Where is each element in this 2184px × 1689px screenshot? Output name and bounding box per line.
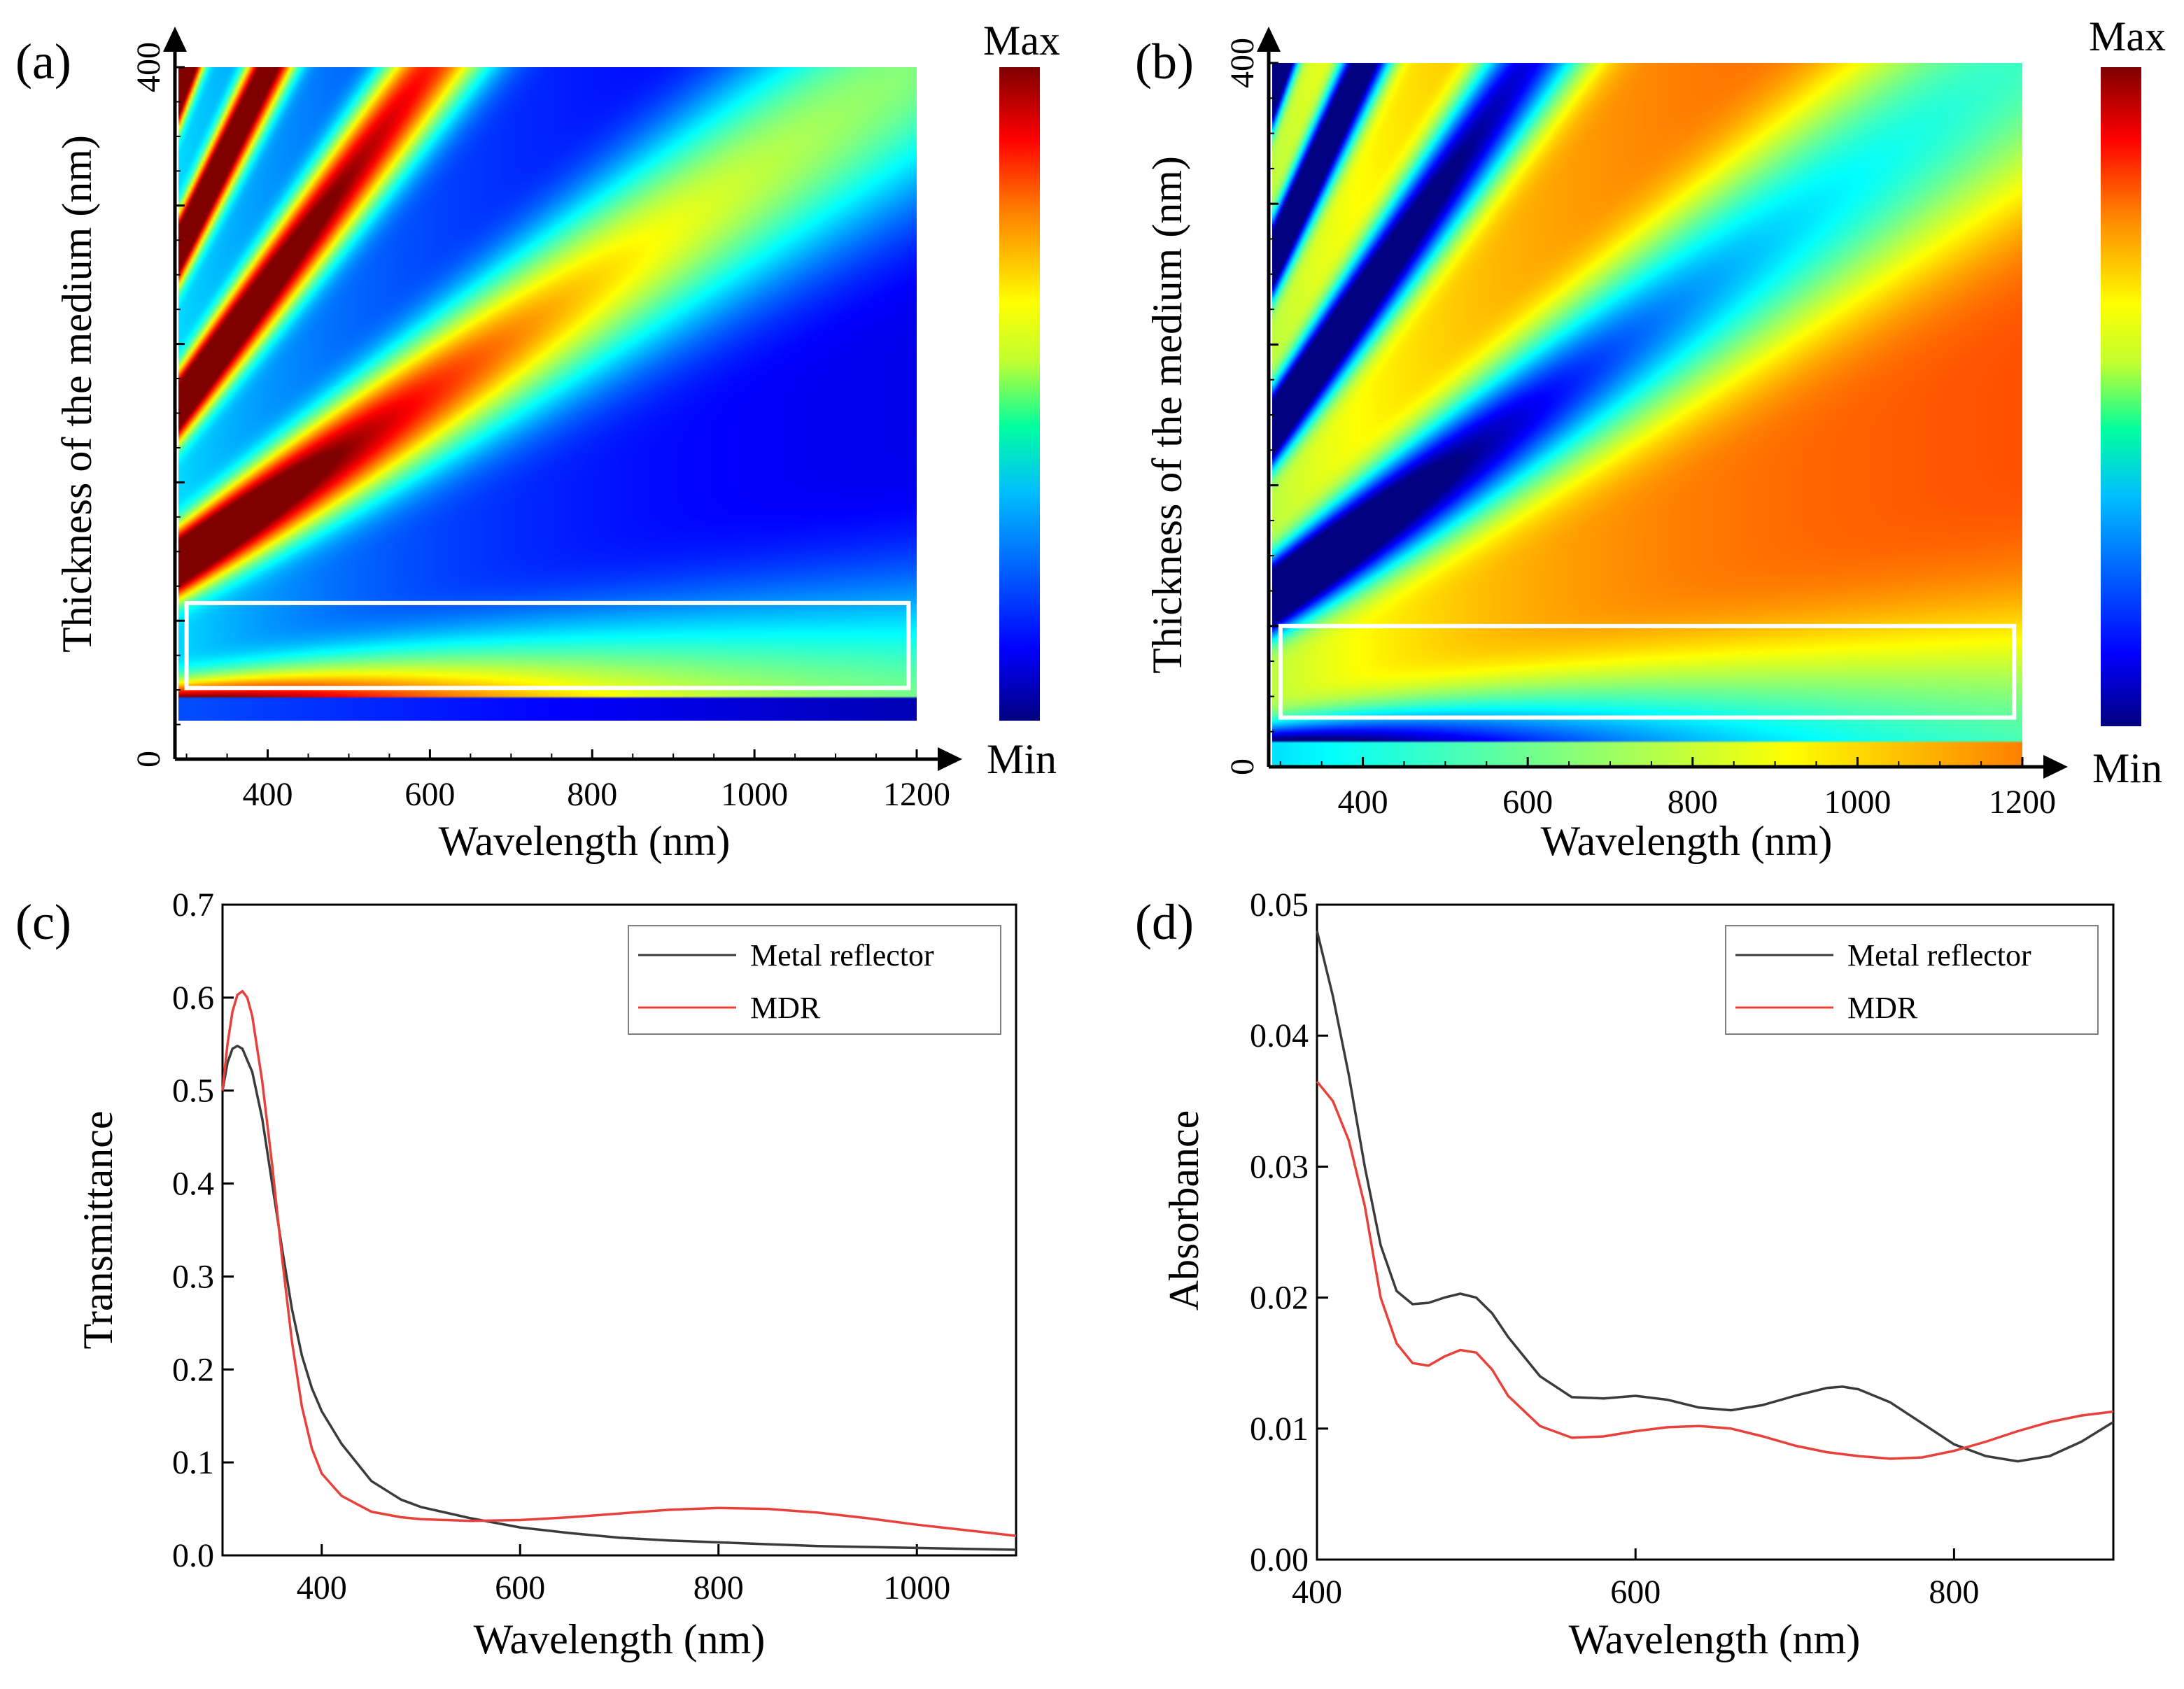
colorbar-gradient-b — [2101, 67, 2141, 726]
x-axis-title-d: Wavelength (nm) — [1569, 1616, 1861, 1662]
panel-a: (a) 400 600 800 1000 1200 Wavelength (nm) 04… — [15, 17, 1060, 864]
y-axis-title-d: Absorbance — [1161, 1110, 1207, 1311]
colorbar-min-label-b: Min — [2092, 745, 2162, 791]
y-tick-label: 0.4 — [172, 1166, 214, 1203]
y-tick-label: 0.0 — [172, 1537, 214, 1574]
colorbar-a: Max Min — [983, 17, 1060, 782]
legend-c: Metal reflector MDR — [628, 925, 1001, 1035]
x-axis-title-a: Wavelength (nm) — [439, 818, 731, 864]
panel-c: (c) 400 600 800 1000 0.0 0.1 0.2 0.3 0.4 0.5 0.6 0.… — [15, 886, 1017, 1662]
plot-frame-d — [1316, 903, 2115, 1561]
series-line-metal-reflector — [221, 1045, 1017, 1551]
y-axis-b: 0 400 Thickness of the medium (nm) — [1144, 27, 1281, 775]
legend-label-metal-c: Metal reflector — [750, 938, 934, 973]
x-tick-label: 800 — [1929, 1574, 1979, 1611]
y-axis-arrow-b — [1257, 27, 1281, 52]
legend-box-d — [1725, 925, 2099, 1035]
legend-label-metal-d: Metal reflector — [1847, 938, 2031, 973]
y-tick-label: 0.05 — [1250, 886, 1309, 924]
x-tick-label: 600 — [404, 776, 455, 813]
x-axis-title-c: Wavelength (nm) — [474, 1616, 766, 1662]
highlight-box-b — [1278, 623, 2017, 720]
y-ticks-a: 0 400 — [130, 42, 185, 768]
y-tick-label: 0 — [130, 751, 167, 768]
y-axis-a: 0 400 Thickness of the medium (nm) — [54, 27, 187, 768]
x-axis-arrow-b — [2043, 755, 2068, 779]
series-d — [1316, 930, 2114, 1463]
heatmap-image-a — [178, 67, 917, 721]
legend-box-c — [628, 925, 1001, 1035]
panel-label-a: (a) — [15, 34, 71, 90]
y-tick-label: 0.02 — [1250, 1280, 1309, 1317]
series-line-mdr — [221, 989, 1017, 1537]
y-tick-label: 400 — [1224, 38, 1261, 88]
x-tick-label: 1200 — [883, 776, 950, 813]
y-axis-title-b: Thickness of the medium (nm) — [1144, 156, 1190, 674]
x-tick-label: 600 — [1610, 1574, 1661, 1611]
y-tick-label: 400 — [130, 42, 167, 92]
x-tick-label: 800 — [1668, 784, 1718, 821]
heatmap-image-b — [1272, 63, 2022, 767]
y-ticks-b: 0 400 — [1224, 38, 1278, 775]
legend-d: Metal reflector MDR — [1725, 925, 2099, 1035]
y-axis-title-a: Thickness of the medium (nm) — [54, 135, 100, 653]
legend-label-mdr-c: MDR — [750, 991, 821, 1025]
ticks-d: 400 600 800 0.00 0.01 0.02 0.03 0.04 0.05 — [1250, 886, 1979, 1611]
x-ticks-b: 400 600 800 1000 1200 — [1279, 757, 2056, 821]
panel-label-b: (b) — [1135, 34, 1194, 90]
panel-d: (d) 400 600 800 0.00 0.01 0.02 0.03 0.04 0.05 Wa… — [1135, 886, 2115, 1662]
highlight-box-a — [184, 600, 911, 691]
x-axis-title-b: Wavelength (nm) — [1541, 818, 1833, 864]
colorbar-max-label-a: Max — [983, 17, 1060, 64]
colorbar-b: Max Min — [2089, 13, 2166, 791]
series-c — [221, 989, 1017, 1551]
x-ticks-a: 400 600 800 1000 1200 — [185, 749, 950, 813]
y-tick-label: 0.03 — [1250, 1148, 1309, 1185]
y-tick-label: 0.01 — [1250, 1411, 1309, 1448]
y-tick-label: 0 — [1224, 758, 1261, 775]
y-axis-arrow-a — [163, 27, 187, 52]
x-axis-a: 400 600 800 1000 1200 Wavelength (nm) — [175, 747, 962, 864]
x-tick-label: 800 — [567, 776, 617, 813]
y-tick-label: 0.2 — [172, 1351, 214, 1388]
series-line-mdr — [1316, 1080, 2114, 1460]
ticks-c: 400 600 800 1000 0.0 0.1 0.2 0.3 0.4 0.5 0.6 0.7 — [172, 886, 950, 1606]
y-tick-label: 0.3 — [172, 1258, 214, 1295]
x-tick-label: 800 — [693, 1569, 744, 1606]
y-tick-label: 0.5 — [172, 1073, 214, 1110]
plot-frame-c — [221, 903, 1017, 1557]
panel-label-c: (c) — [15, 894, 71, 950]
x-tick-label: 600 — [495, 1569, 545, 1606]
x-tick-label: 400 — [297, 1569, 347, 1606]
y-tick-label: 0.7 — [172, 886, 214, 924]
y-tick-label: 0.6 — [172, 980, 214, 1017]
x-axis-b: 400 600 800 1000 1200 Wavelength (nm) — [1269, 755, 2068, 864]
x-tick-label: 1200 — [1989, 784, 2056, 821]
y-tick-label: 0.1 — [172, 1444, 214, 1481]
y-axis-title-c: Transmittance — [75, 1110, 121, 1349]
colorbar-gradient-a — [999, 67, 1040, 721]
x-tick-label: 1000 — [721, 776, 788, 813]
x-tick-label: 1000 — [883, 1569, 950, 1606]
x-axis-arrow-a — [938, 747, 962, 771]
colorbar-max-label-b: Max — [2089, 13, 2166, 59]
panel-label-d: (d) — [1135, 894, 1194, 950]
panel-b: (b) 400 600 800 1000 1200 Wavelength (nm) 04… — [1135, 13, 2166, 864]
legend-label-mdr-d: MDR — [1847, 991, 1918, 1025]
x-tick-label: 400 — [243, 776, 293, 813]
series-line-metal-reflector — [1316, 930, 2114, 1463]
y-tick-label: 0.00 — [1250, 1541, 1309, 1578]
x-tick-label: 400 — [1292, 1574, 1342, 1611]
colorbar-min-label-a: Min — [987, 736, 1057, 782]
x-tick-label: 1000 — [1824, 784, 1891, 821]
y-tick-label: 0.04 — [1250, 1017, 1309, 1054]
x-tick-label: 400 — [1338, 784, 1388, 821]
x-tick-label: 600 — [1502, 784, 1553, 821]
